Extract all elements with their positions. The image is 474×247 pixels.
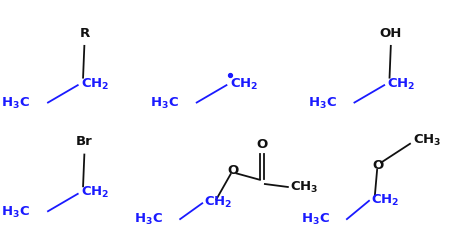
Text: $\mathregular{CH_2}$: $\mathregular{CH_2}$ [81,185,109,200]
Text: $\mathregular{H_3C}$: $\mathregular{H_3C}$ [308,96,337,111]
Text: $\mathregular{CH_2}$: $\mathregular{CH_2}$ [81,76,109,92]
Text: $\mathregular{CH_2}$: $\mathregular{CH_2}$ [204,195,233,210]
Text: Br: Br [76,135,93,148]
Text: OH: OH [380,26,402,40]
Text: $\mathregular{CH_2}$: $\mathregular{CH_2}$ [387,76,416,92]
Text: $\mathregular{CH_3}$: $\mathregular{CH_3}$ [290,180,319,195]
Text: $\mathregular{H_3C}$: $\mathregular{H_3C}$ [1,205,30,220]
Text: $\mathregular{CH_3}$: $\mathregular{CH_3}$ [413,133,442,148]
Text: R: R [79,26,90,40]
Text: O: O [373,159,384,172]
Text: $\mathregular{CH_2}$: $\mathregular{CH_2}$ [229,76,258,92]
Text: O: O [227,164,238,177]
Text: $\mathregular{H_3C}$: $\mathregular{H_3C}$ [301,212,330,227]
Text: $\mathregular{H_3C}$: $\mathregular{H_3C}$ [134,212,163,227]
Text: $\mathregular{H_3C}$: $\mathregular{H_3C}$ [1,96,30,111]
Text: O: O [256,138,268,151]
Text: $\mathregular{H_3C}$: $\mathregular{H_3C}$ [150,96,179,111]
Text: $\mathregular{CH_2}$: $\mathregular{CH_2}$ [371,192,400,208]
